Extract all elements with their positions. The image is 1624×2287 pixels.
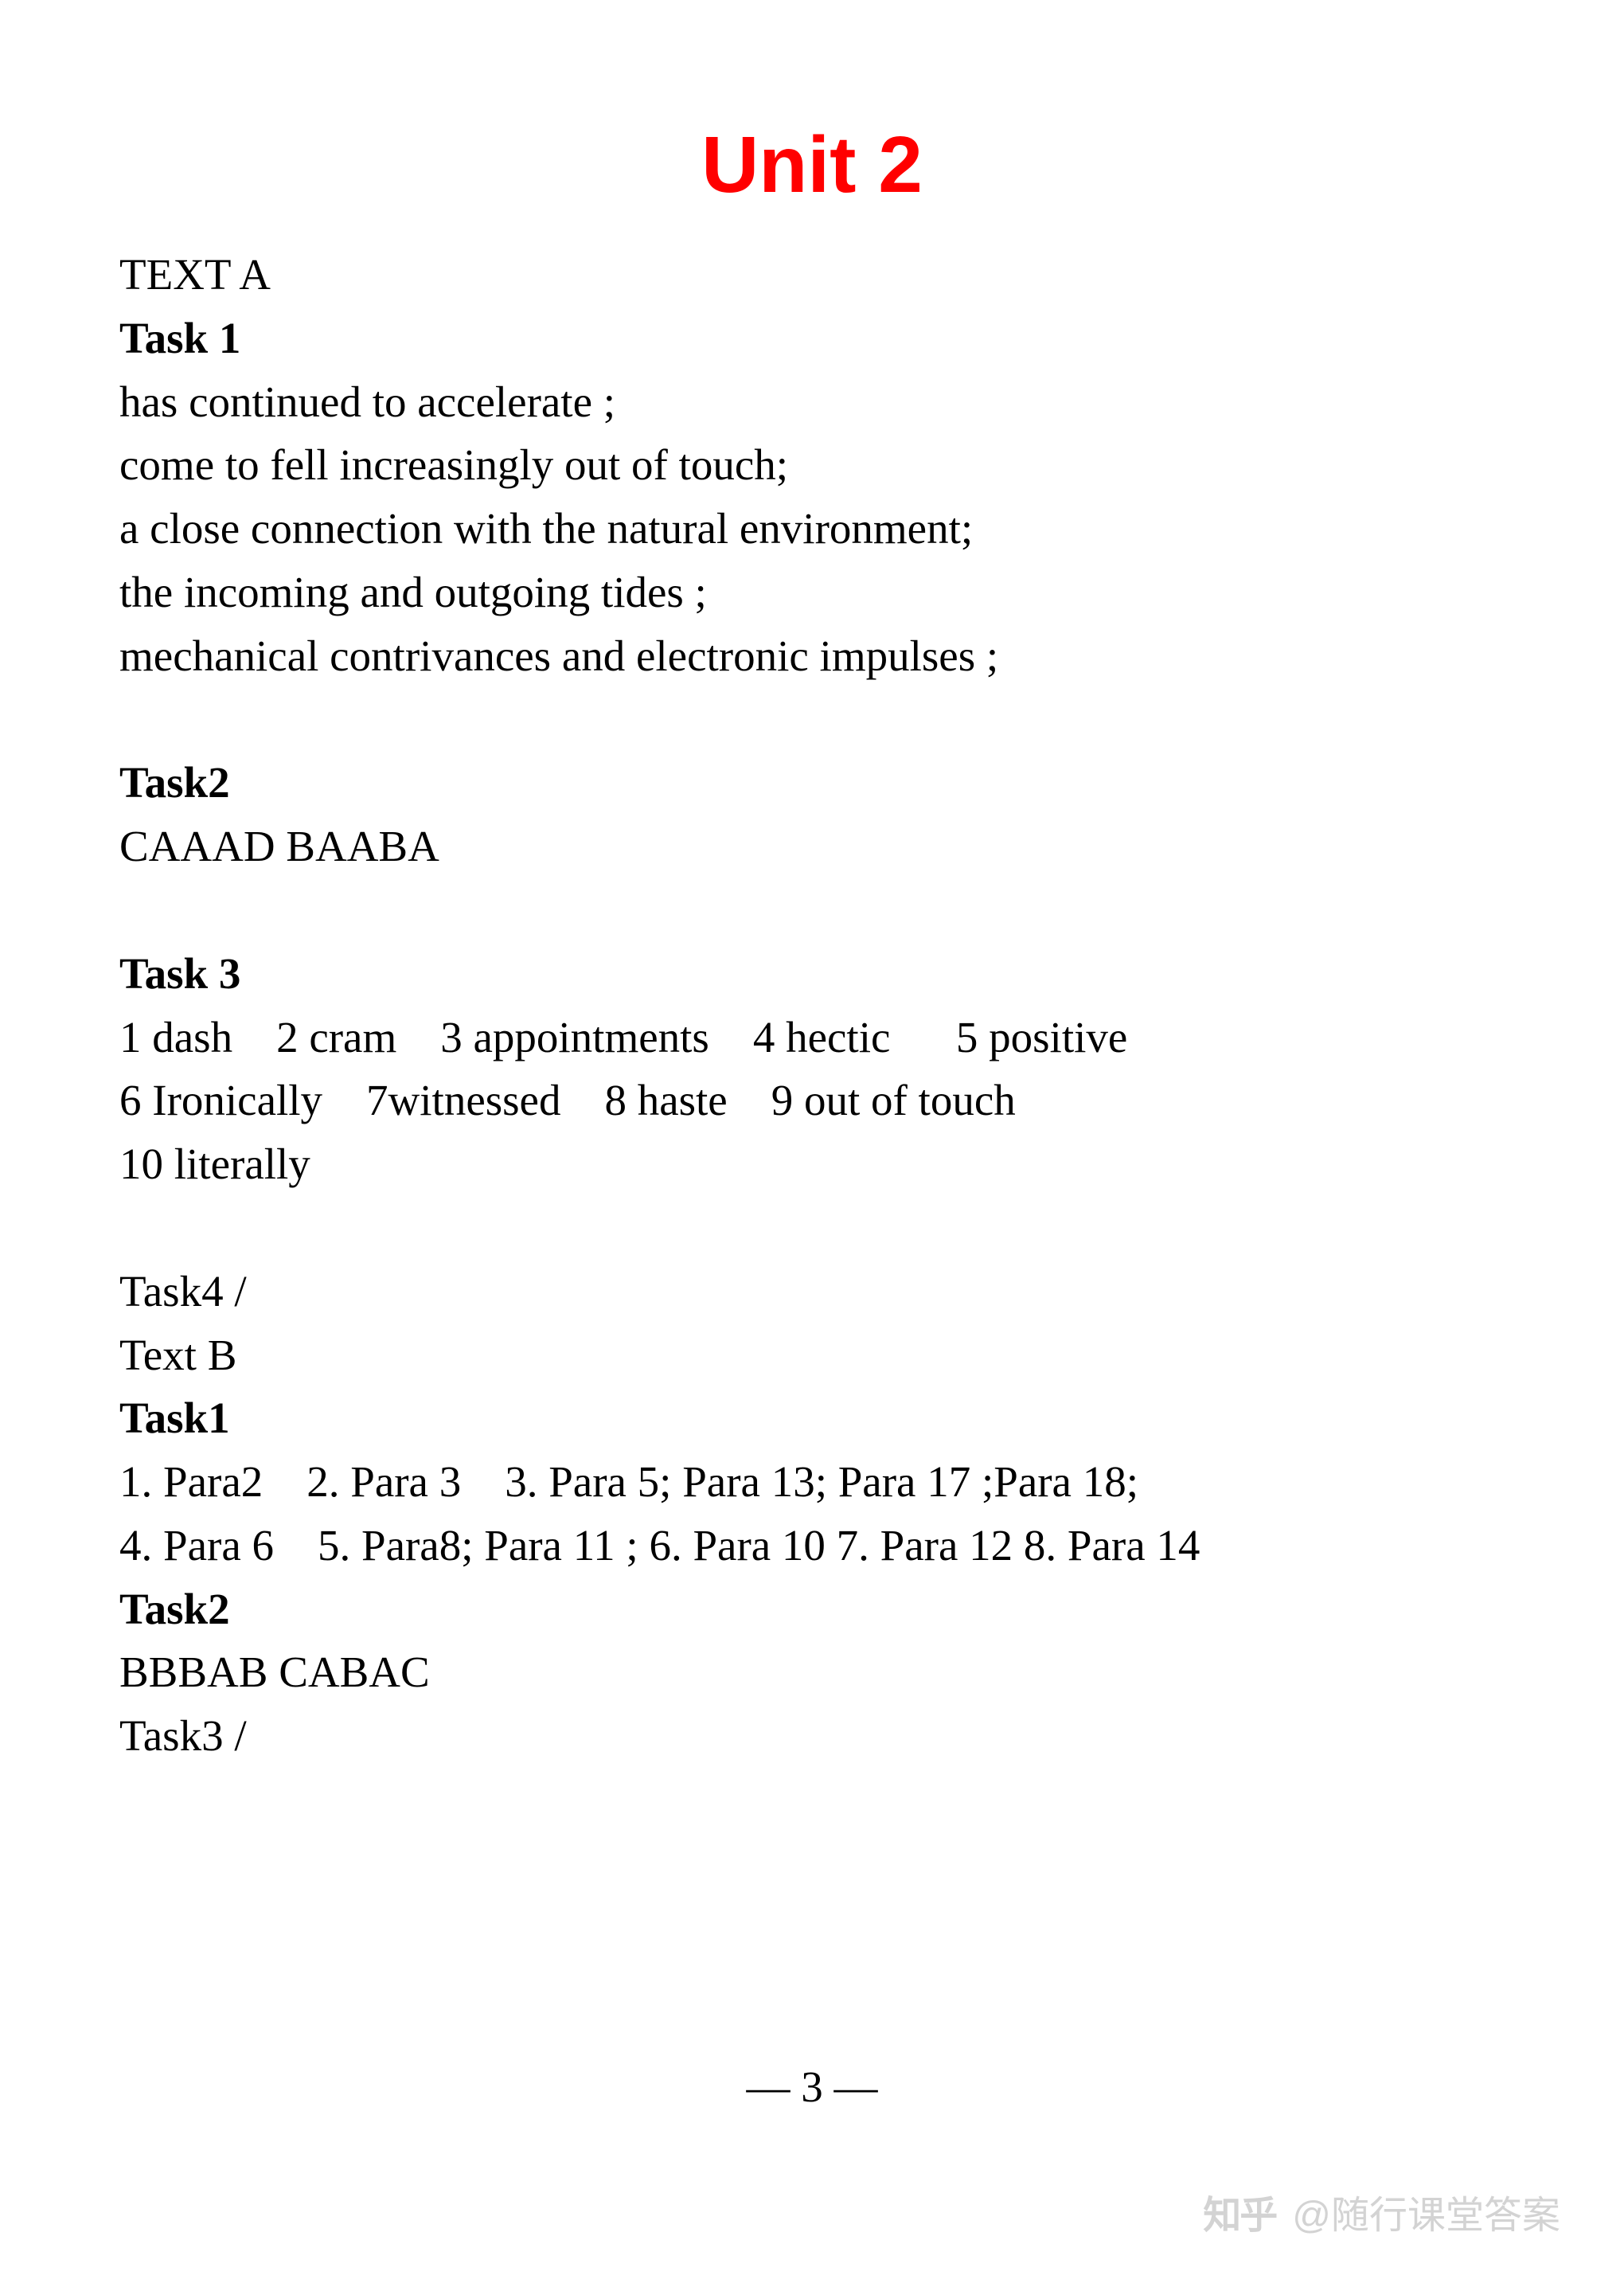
task3-line: 1 dash 2 cram 3 appointments 4 hectic 5 … xyxy=(119,1006,1505,1069)
unit-title: Unit 2 xyxy=(119,119,1505,211)
text-b-label: Text B xyxy=(119,1323,1505,1387)
watermark: 知乎 @随行课堂答案 xyxy=(1203,2183,1560,2239)
spacer xyxy=(119,878,1505,942)
task1-line: mechanical contrivances and electronic i… xyxy=(119,624,1505,688)
task2-label: Task2 xyxy=(119,751,1505,815)
task2-answer: CAAAD BAABA xyxy=(119,815,1505,878)
page-content: Unit 2 TEXT A Task 1 has continued to ac… xyxy=(0,0,1624,1768)
task3-line: 6 Ironically 7witnessed 8 haste 9 out of… xyxy=(119,1069,1505,1132)
task3-line: 10 literally xyxy=(119,1132,1505,1196)
task1-line: a close connection with the natural envi… xyxy=(119,497,1505,561)
task1-line: the incoming and outgoing tides ; xyxy=(119,561,1505,624)
spacer xyxy=(119,1196,1505,1260)
textb-task1-label: Task1 xyxy=(119,1386,1505,1450)
page-number: — 3 — xyxy=(0,2062,1624,2112)
text-a-label: TEXT A xyxy=(119,243,1505,307)
body-text: TEXT A Task 1 has continued to accelerat… xyxy=(119,243,1505,1768)
zhihu-logo-icon: 知乎 xyxy=(1203,2183,1276,2239)
task1-line: come to fell increasingly out of touch; xyxy=(119,433,1505,497)
task3-label: Task 3 xyxy=(119,942,1505,1006)
watermark-text: @随行课堂答案 xyxy=(1292,2183,1560,2239)
textb-task1-line: 1. Para2 2. Para 3 3. Para 5; Para 13; P… xyxy=(119,1450,1505,1514)
textb-task1-line: 4. Para 6 5. Para8; Para 11 ; 6. Para 10… xyxy=(119,1514,1505,1577)
spacer xyxy=(119,687,1505,751)
task4-label: Task4 / xyxy=(119,1260,1505,1323)
textb-task2-label: Task2 xyxy=(119,1577,1505,1641)
task1-line: has continued to accelerate ; xyxy=(119,370,1505,434)
task1-label: Task 1 xyxy=(119,307,1505,370)
textb-task2-answer: BBBAB CABAC xyxy=(119,1640,1505,1704)
textb-task3-label: Task3 / xyxy=(119,1704,1505,1768)
